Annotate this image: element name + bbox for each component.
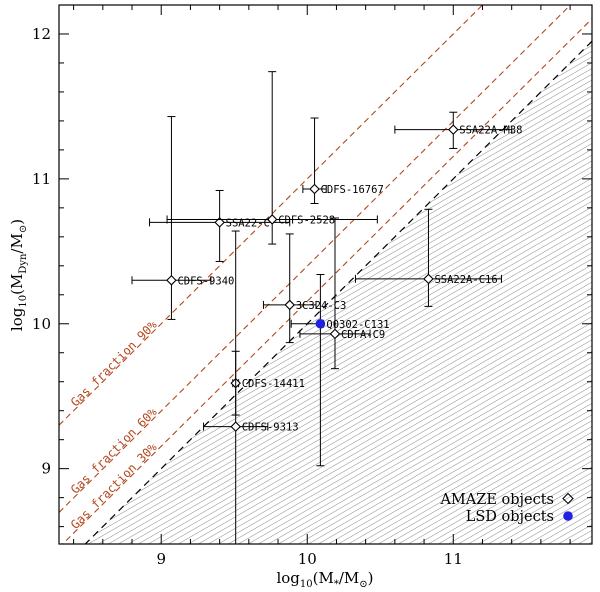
legend: AMAZE objects LSD objects	[439, 492, 574, 525]
point-marker-circle	[315, 318, 326, 329]
point-marker-diamond	[284, 299, 296, 311]
shaded-region	[59, 41, 592, 544]
point-label: CDFS-14411	[242, 378, 305, 390]
legend-label-lsd: LSD objects	[466, 509, 554, 525]
y-tick-label: 9	[41, 460, 51, 478]
point-label: SSA22-C	[226, 217, 270, 229]
point-label: CDFA-C9	[341, 329, 385, 341]
gas-fraction-line	[61, 18, 592, 544]
data-point	[394, 111, 513, 149]
point-label: CDFS-9313	[242, 422, 299, 434]
data-point	[131, 116, 212, 320]
data-point	[299, 217, 371, 370]
data-point	[166, 71, 378, 245]
x-tick-label: 10	[298, 550, 317, 568]
point-marker-diamond	[230, 421, 241, 432]
x-axis-title: log10(M*/M⊙)	[276, 569, 373, 590]
point-label: Q0302-C131	[326, 319, 389, 331]
y-axis-title: log10(MDyn/M⊙)	[8, 219, 29, 331]
data-point	[149, 189, 291, 262]
point-label: CDFS-2528	[278, 214, 335, 226]
x-tick-label: 9	[156, 550, 166, 568]
point-marker-diamond	[214, 217, 225, 228]
y-tick-label: 11	[32, 170, 51, 188]
point-label: CDFS-16767	[321, 184, 384, 196]
gas-fraction-line	[59, 5, 572, 513]
data-points	[131, 71, 513, 545]
gas-fraction-line	[59, 5, 484, 426]
data-point	[203, 230, 269, 545]
point-marker-diamond	[423, 273, 434, 285]
data-point	[354, 208, 502, 307]
legend-marker-amaze	[562, 492, 574, 505]
plot-frame	[58, 4, 593, 545]
y-tick-label: 12	[32, 25, 51, 43]
hatched-region	[59, 41, 592, 544]
data-point	[290, 274, 326, 467]
point-label: SSA22A-C16	[434, 274, 497, 286]
data-point	[262, 233, 317, 344]
x-tick-label: 11	[444, 550, 463, 568]
legend-label-amaze: AMAZE objects	[439, 492, 554, 508]
data-point	[302, 117, 327, 205]
point-label: 3C324-C3	[296, 300, 347, 312]
axes: 9 10 11 9 10 11 12	[32, 4, 593, 568]
point-label: CDFS-9340	[177, 275, 234, 287]
point-marker-diamond	[166, 275, 177, 286]
legend-marker-lsd	[563, 511, 573, 521]
point-marker-diamond	[309, 183, 320, 195]
svg-text:log10(M*/M⊙): log10(M*/M⊙)	[276, 569, 373, 590]
point-marker-diamond	[329, 328, 341, 340]
point-marker-diamond	[266, 214, 278, 225]
svg-text:log10(MDyn/M⊙): log10(MDyn/M⊙)	[8, 219, 29, 331]
point-label: SSA22A-M38	[459, 125, 522, 137]
gas-fraction-label: Gas fraction 90%	[68, 317, 160, 409]
y-tick-label: 10	[32, 315, 51, 333]
point-marker-diamond	[447, 124, 459, 135]
